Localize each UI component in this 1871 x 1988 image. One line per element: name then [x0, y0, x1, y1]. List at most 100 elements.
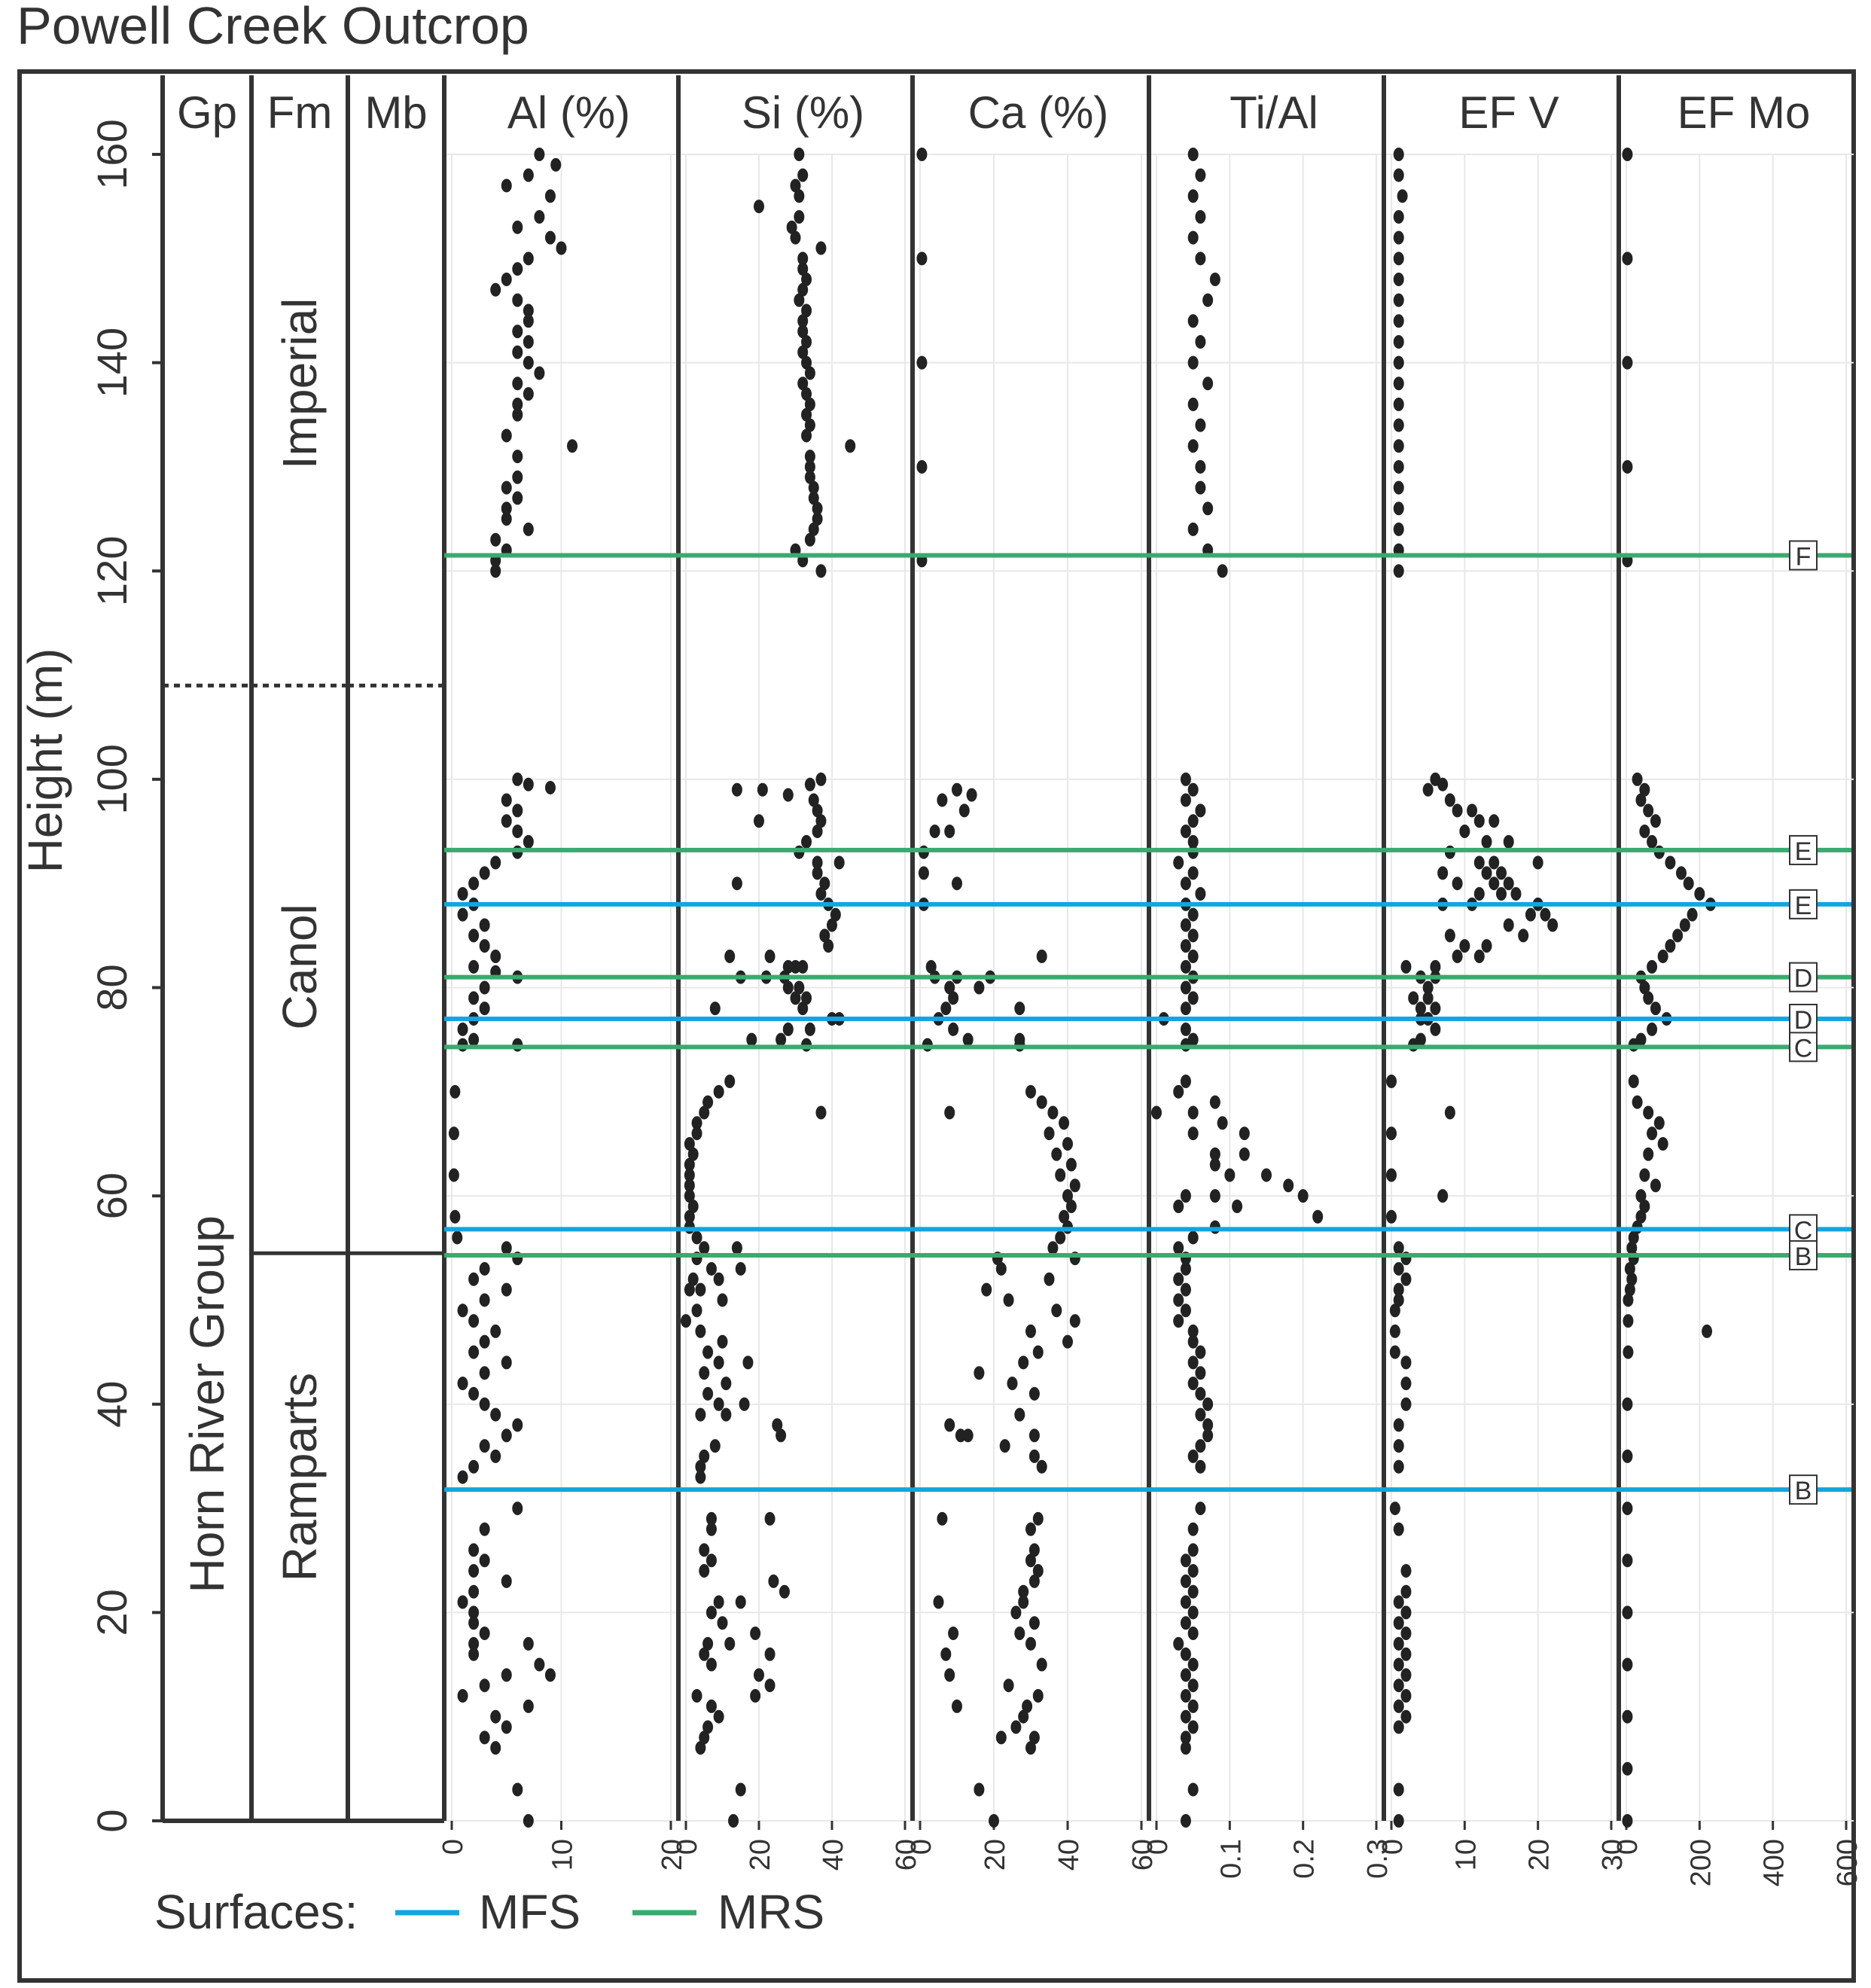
- data-point-al: [479, 1554, 490, 1568]
- x-tick-label-si: 0: [672, 1839, 703, 1855]
- data-point-ca: [925, 959, 937, 974]
- data-point-al: [501, 1668, 512, 1682]
- data-point-tial: [1180, 772, 1191, 786]
- data-point-ca: [929, 825, 940, 839]
- data-point-al: [501, 1355, 512, 1370]
- data-point-efv: [1481, 866, 1492, 880]
- data-point-si: [833, 855, 845, 870]
- data-point-si: [779, 1584, 790, 1599]
- data-point-si: [797, 345, 809, 359]
- data-point-si: [794, 293, 805, 307]
- data-point-efmo: [1643, 991, 1654, 1005]
- data-point-si: [699, 1543, 710, 1557]
- data-point-tial: [1180, 939, 1191, 953]
- data-point-al: [544, 1668, 556, 1682]
- data-point-ca: [948, 1022, 959, 1036]
- data-point-tial: [1180, 1282, 1191, 1297]
- data-point-si: [801, 334, 812, 349]
- data-point-si: [819, 928, 830, 943]
- data-point-tial: [1202, 377, 1214, 391]
- data-point-ca: [944, 825, 955, 839]
- data-point-al: [457, 1377, 468, 1391]
- data-point-efv: [1400, 1272, 1412, 1286]
- data-point-al: [512, 220, 523, 234]
- data-point-si: [812, 866, 823, 880]
- data-point-al: [479, 1522, 490, 1536]
- data-point-efv: [1389, 1303, 1400, 1318]
- data-point-si: [750, 1689, 761, 1703]
- data-point-efmo: [1639, 1199, 1650, 1213]
- y-tick-label: 60: [88, 1172, 136, 1219]
- data-point-efv: [1444, 1105, 1455, 1120]
- data-point-si: [695, 1282, 706, 1297]
- data-point-tial: [1187, 1522, 1199, 1536]
- data-point-efmo: [1639, 782, 1650, 797]
- data-point-ca: [995, 1730, 1007, 1745]
- strat-unit-canol: Canol: [273, 904, 327, 1029]
- data-point-efv: [1473, 855, 1485, 870]
- data-point-tial: [1187, 1782, 1199, 1797]
- data-point-si: [713, 1084, 724, 1099]
- data-point-al: [512, 803, 523, 818]
- data-point-tial: [1180, 1189, 1191, 1203]
- data-point-tial: [1195, 209, 1206, 224]
- data-point-efv: [1393, 1616, 1404, 1630]
- data-point-tial: [1187, 950, 1199, 964]
- data-point-ca: [1032, 1511, 1044, 1526]
- data-point-ca: [999, 1439, 1010, 1453]
- data-point-tial: [1195, 459, 1206, 474]
- x-tick-label-efv: 30: [1597, 1839, 1629, 1871]
- x-tick-label-si: 20: [745, 1839, 776, 1871]
- data-point-al: [501, 1428, 512, 1443]
- data-point-si: [687, 1272, 699, 1286]
- data-point-efv: [1547, 918, 1559, 932]
- data-point-si: [812, 855, 823, 870]
- data-point-efmo: [1623, 1314, 1634, 1328]
- data-point-ca: [1025, 1741, 1036, 1755]
- data-point-efmo: [1622, 459, 1633, 474]
- data-point-efmo: [1628, 1230, 1639, 1245]
- data-point-al: [490, 950, 501, 964]
- data-point-tial: [1187, 991, 1199, 1005]
- data-point-al: [457, 1303, 468, 1318]
- data-point-efmo: [1622, 1605, 1633, 1620]
- data-point-si: [794, 209, 805, 224]
- data-point-si: [812, 803, 823, 818]
- data-point-efv: [1473, 950, 1485, 964]
- data-point-al: [479, 1397, 490, 1411]
- data-point-ca: [974, 1366, 985, 1380]
- data-point-si: [797, 168, 809, 182]
- data-point-tial: [1187, 1679, 1199, 1693]
- data-point-tial: [1283, 1178, 1294, 1193]
- data-point-al: [523, 1699, 534, 1713]
- data-point-efv: [1393, 252, 1404, 266]
- data-point-si: [801, 407, 812, 422]
- data-point-ca: [1055, 1168, 1066, 1182]
- data-point-ca: [1014, 1407, 1025, 1422]
- data-point-efv: [1386, 1127, 1397, 1141]
- data-point-efv: [1481, 834, 1492, 849]
- data-point-ca: [1028, 1428, 1040, 1443]
- strat-unit-imperial: Imperial: [273, 297, 327, 469]
- data-point-efmo: [1635, 793, 1647, 807]
- data-point-ca: [944, 1668, 955, 1682]
- data-point-tial: [1173, 1272, 1184, 1286]
- x-tick-label-tial: 0.3: [1362, 1839, 1394, 1879]
- strat-header-fm: Fm: [267, 87, 333, 138]
- data-point-tial: [1180, 1616, 1191, 1630]
- data-point-efv: [1393, 1241, 1404, 1255]
- data-point-tial: [1195, 1459, 1206, 1474]
- data-point-si: [845, 439, 856, 453]
- data-point-al: [512, 293, 523, 307]
- data-point-si: [699, 1449, 710, 1463]
- data-point-efv: [1393, 168, 1404, 182]
- data-point-si: [764, 950, 776, 964]
- data-point-tial: [1261, 1168, 1272, 1182]
- data-point-al: [544, 230, 556, 245]
- data-point-si: [815, 1105, 827, 1120]
- data-point-efv: [1397, 189, 1408, 203]
- data-point-ca: [1018, 1709, 1029, 1724]
- data-point-si: [691, 1127, 702, 1141]
- data-point-efv: [1489, 814, 1500, 828]
- data-point-ca: [952, 782, 962, 797]
